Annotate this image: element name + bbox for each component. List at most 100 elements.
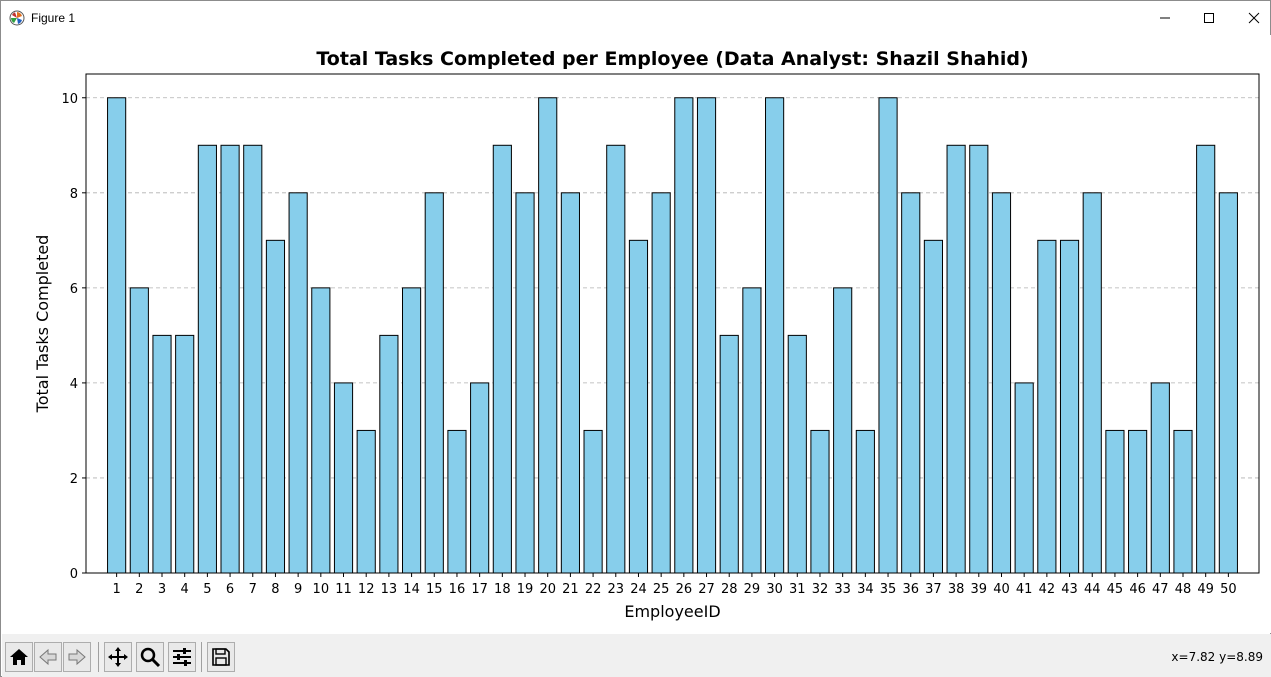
bar-32 [810,429,830,574]
toolbar-separator [98,642,99,672]
bar-3 [152,334,172,574]
bar-27 [696,97,717,574]
x-tick-label: 22 [585,582,602,597]
bar-16 [447,429,467,574]
x-tick-label: 11 [335,582,352,597]
bar-12 [356,429,376,574]
x-tick-label: 30 [766,582,783,597]
bar-2 [129,287,149,574]
x-tick-label: 13 [381,582,398,597]
bar-24 [628,239,649,574]
bar-49 [1196,144,1216,574]
x-tick-label: 23 [608,582,625,597]
zoom-button[interactable] [136,642,164,672]
x-tick-label: 33 [834,582,851,597]
bar-13 [379,334,399,574]
x-tick-label: 2 [135,582,143,597]
x-tick-label: 46 [1129,582,1146,597]
y-tick-label: 8 [70,187,78,202]
bar-45 [1105,429,1125,574]
bar-40 [991,192,1012,574]
bar-42 [1037,239,1057,574]
x-tick-label: 48 [1175,582,1192,597]
bar-36 [901,192,921,574]
bar-14 [402,287,422,574]
save-button[interactable] [207,642,235,672]
pan-button[interactable] [104,642,132,672]
bar-6 [220,144,240,574]
x-tick-label: 49 [1197,582,1214,597]
bar-46 [1128,429,1148,574]
forward-button[interactable] [63,642,91,672]
x-tick-label: 1 [112,582,120,597]
x-tick-label: 6 [226,582,234,597]
x-tick-label: 16 [449,582,466,597]
close-button[interactable] [1231,1,1271,35]
bar-44 [1082,192,1102,574]
x-tick-label: 41 [1016,582,1033,597]
matplotlib-icon [9,10,25,26]
back-button[interactable] [34,642,62,672]
bar-10 [311,287,331,574]
x-tick-label: 17 [471,582,488,597]
configure-subplots-button[interactable] [168,642,196,672]
close-icon [1248,12,1260,24]
x-tick-label: 50 [1220,582,1237,597]
x-tick-label: 35 [880,582,897,597]
x-tick-label: 12 [358,582,375,597]
bar-38 [946,144,966,574]
x-ticks: 1 2 3 4 5 6 7 8 9 10 11 12 13 14 15 16 17 18 19 20 21 22 23 24 2… [112,573,1237,597]
x-tick-label: 39 [971,582,988,597]
x-tick-label: 21 [562,582,579,597]
figure-canvas[interactable]: 1 2 3 4 5 6 7 8 9 10 11 12 13 14 15 16 17 18 19 20 21 22 23 24 2… [2,35,1271,633]
x-tick-label: 47 [1152,582,1169,597]
x-tick-label: 25 [653,582,670,597]
x-tick-label: 5 [203,582,211,597]
bar-chart: 1 2 3 4 5 6 7 8 9 10 11 12 13 14 15 16 17 18 19 20 21 22 23 24 2… [33,48,1260,621]
x-tick-label: 31 [789,582,806,597]
x-tick-label: 42 [1039,582,1056,597]
x-tick-label: 27 [698,582,715,597]
bar-33 [833,287,853,574]
x-tick-label: 19 [517,582,534,597]
bar-15 [424,192,444,574]
x-tick-label: 15 [426,582,443,597]
cursor-coordinates: x=7.82 y=8.89 [1171,650,1263,664]
home-icon [10,649,28,665]
x-tick-label: 7 [249,582,257,597]
bar-23 [606,144,626,574]
y-tick-label: 4 [70,377,78,392]
bars [107,97,1238,574]
axes-frame [85,73,1260,574]
minimize-button[interactable] [1142,1,1188,35]
title-bar[interactable]: Figure 1 [1,1,1270,36]
x-tick-label: 40 [993,582,1010,597]
x-tick-label: 3 [158,582,166,597]
y-tick-label: 10 [61,92,78,107]
bar-19 [515,192,535,574]
x-tick-label: 8 [271,582,279,597]
bar-7 [243,144,263,574]
x-tick-label: 20 [539,582,556,597]
forward-arrow-icon [68,648,86,666]
maximize-icon [1204,13,1214,23]
bar-37 [923,239,943,574]
bar-47 [1150,382,1170,574]
y-axis-label: Total Tasks Completed [33,235,52,414]
bar-41 [1014,382,1034,574]
home-button[interactable] [5,642,33,672]
bar-28 [719,334,739,574]
x-tick-label: 28 [721,582,738,597]
x-tick-label: 18 [494,582,511,597]
bar-17 [470,382,490,574]
bar-21 [560,192,580,574]
bar-50 [1218,192,1238,574]
x-tick-label: 32 [812,582,829,597]
x-tick-label: 4 [181,582,189,597]
maximize-button[interactable] [1186,1,1232,35]
bar-20 [538,97,558,574]
y-tick-label: 2 [70,472,78,487]
bar-8 [265,239,286,574]
x-tick-label: 24 [630,582,647,597]
y-ticks: 0 2 4 6 8 10 [61,92,86,582]
